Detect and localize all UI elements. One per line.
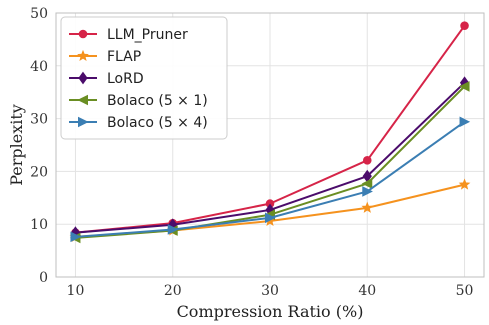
- legend-item: LLM_Pruner: [69, 27, 188, 43]
- data-point: [458, 178, 471, 190]
- y-axis-ticks: 0 10 20 30 40 50: [30, 6, 48, 286]
- x-tick-label: 20: [164, 283, 182, 299]
- data-point: [362, 186, 373, 197]
- legend: LLM_Pruner FLAP LoRD Bolaco (5 × 1) Bolaco (…: [60, 16, 228, 140]
- legend-frame: [60, 16, 228, 140]
- data-point: [361, 201, 374, 213]
- data-point: [265, 212, 276, 224]
- legend-label: Bolaco (5 × 1): [107, 93, 208, 109]
- x-axis-ticks: 10 20 30 40 50: [67, 283, 474, 299]
- plot-frame: [55, 12, 485, 278]
- data-point: [70, 231, 82, 243]
- legend-marker: [77, 49, 89, 61]
- y-tick-label: 0: [39, 270, 48, 286]
- legend-label: LLM_Pruner: [107, 27, 188, 43]
- x-tick-label: 40: [358, 283, 376, 299]
- legend-label: LoRD: [107, 71, 144, 87]
- x-axis-label: Compression Ratio (%): [177, 302, 364, 321]
- legend-item: Bolaco (5 × 4): [69, 115, 208, 131]
- legend-marker: [77, 94, 88, 106]
- data-point: [460, 21, 469, 30]
- y-axis-label: Perplexity: [7, 104, 26, 186]
- y-tick-label: 10: [30, 217, 48, 233]
- x-tick-label: 50: [456, 283, 474, 299]
- data-point: [361, 178, 373, 189]
- y-tick-label: 30: [30, 112, 48, 128]
- legend-label: FLAP: [107, 49, 141, 65]
- legend-marker: [78, 29, 88, 39]
- data-point: [458, 81, 470, 92]
- data-point: [167, 224, 179, 235]
- x-tick-label: 10: [67, 283, 85, 299]
- legend-item: LoRD: [69, 71, 144, 87]
- data-point: [362, 156, 372, 165]
- data-point: [459, 116, 471, 128]
- y-tick-label: 50: [30, 6, 48, 22]
- legend-item: FLAP: [69, 49, 141, 65]
- legend-marker: [78, 71, 88, 85]
- series-layer: [69, 21, 471, 244]
- legend-marker: [78, 116, 89, 128]
- y-tick-label: 20: [30, 164, 48, 180]
- legend-item: Bolaco (5 × 1): [69, 93, 208, 109]
- legend-label: Bolaco (5 × 4): [107, 115, 208, 131]
- y-tick-label: 40: [30, 59, 48, 75]
- x-tick-label: 30: [261, 283, 279, 299]
- series-4: [70, 116, 471, 243]
